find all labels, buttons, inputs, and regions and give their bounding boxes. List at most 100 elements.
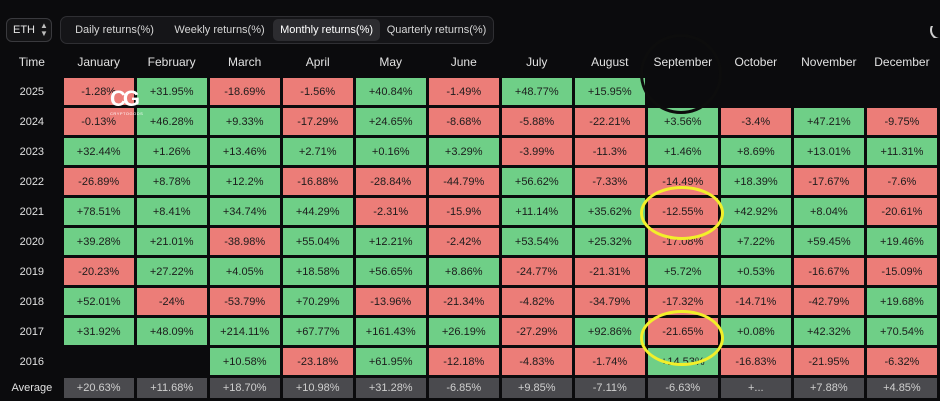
return-cell: -1.28% (63, 78, 134, 105)
toolbar: ETH ▲ ▼ Daily returns(%) Weekly returns(%… (0, 14, 940, 46)
month-header: March (228, 55, 262, 69)
return-cell: -1.56% (282, 78, 353, 105)
return-cell: -22.21% (574, 108, 645, 135)
return-cell: +34.74% (209, 198, 280, 225)
return-cell: -9.75% (866, 108, 937, 135)
month-header: February (147, 55, 196, 69)
average-cell: -6.63% (647, 378, 718, 398)
month-header: April (305, 55, 330, 69)
year-cell: 2019 (19, 265, 45, 278)
return-cell: +78.51% (63, 198, 134, 225)
table-row: 2025 -1.28% +31.95% -18.69% -1.56% +40.84% -1.… (3, 78, 937, 105)
average-cell: +7.88% (793, 378, 864, 398)
return-cell: -11.3% (574, 138, 645, 165)
return-cell: +55.04% (282, 228, 353, 255)
empty-cell (721, 78, 791, 105)
return-cell: +11.31% (866, 138, 937, 165)
tab-weekly-returns[interactable]: Weekly returns(%) (168, 19, 271, 41)
table-row: 2022 -26.89% +8.78% +12.2% -16.88% -28.84% -44… (3, 168, 937, 195)
return-cell: -16.88% (282, 168, 353, 195)
return-cell: +13.01% (793, 138, 864, 165)
return-cell: -3.99% (501, 138, 572, 165)
year-cell: 2020 (19, 235, 45, 248)
return-cell: -2.42% (428, 228, 499, 255)
return-cell: -21.31% (574, 258, 645, 285)
month-header: August (591, 55, 629, 69)
month-header: May (379, 55, 403, 69)
return-cell: -21.95% (793, 348, 864, 375)
average-cell: +4.85% (866, 378, 937, 398)
return-cell: -12.18% (428, 348, 499, 375)
return-cell: -4.83% (501, 348, 572, 375)
return-cell: +19.46% (866, 228, 937, 255)
year-cell: 2022 (19, 175, 45, 188)
return-cell: +35.62% (574, 198, 645, 225)
return-cell: +214.11% (209, 318, 280, 345)
empty-cell (64, 348, 134, 375)
tab-quarterly-returns[interactable]: Quarterly returns(%) (382, 19, 491, 41)
year-cell: 2017 (19, 325, 45, 338)
asset-select[interactable]: ETH ▲ ▼ (6, 18, 52, 42)
return-cell: -17.29% (282, 108, 353, 135)
table-row: 2020 +39.28% +21.01% -38.98% +55.04% +12.21% -… (3, 228, 937, 255)
return-cell: +48.09% (136, 318, 207, 345)
return-cell: +67.77% (282, 318, 353, 345)
return-cell: +9.33% (209, 108, 280, 135)
return-cell: -7.33% (574, 168, 645, 195)
return-cell: -14.49% (647, 168, 718, 195)
average-cell: +9.85% (501, 378, 572, 398)
return-cell: +42.32% (793, 318, 864, 345)
year-cell: 2025 (19, 85, 45, 98)
return-cell: +8.41% (136, 198, 207, 225)
return-cell: -17.67% (793, 168, 864, 195)
return-cell: +39.28% (63, 228, 134, 255)
return-cell: +92.86% (574, 318, 645, 345)
average-cell: +31.28% (355, 378, 426, 398)
return-cell: +2.71% (282, 138, 353, 165)
return-cell: -2.31% (355, 198, 426, 225)
return-cell: +27.22% (136, 258, 207, 285)
return-cell: +1.26% (136, 138, 207, 165)
average-row: Average +20.63% +11.68% +18.70% +10.98% +31.2… (3, 378, 937, 398)
average-cell: +20.63% (63, 378, 134, 398)
tab-daily-returns[interactable]: Daily returns(%) (63, 19, 166, 41)
table-row: 2018 +52.01% -24% -53.79% +70.29% -13.96% -21.… (3, 288, 937, 315)
return-cell: -3.4% (720, 108, 791, 135)
return-cell: -18.69% (209, 78, 280, 105)
return-cell: -12.55% (647, 198, 718, 225)
return-cell: +10.58% (209, 348, 280, 375)
tab-monthly-returns[interactable]: Monthly returns(%) (273, 19, 381, 41)
tab-label: Quarterly returns(%) (386, 24, 487, 36)
average-label: Average (11, 382, 53, 394)
return-cell: -4.82% (501, 288, 572, 315)
return-cell: +32.44% (63, 138, 134, 165)
average-cell: +10.98% (282, 378, 353, 398)
return-cell: -17.32% (647, 288, 718, 315)
return-cell: +19.68% (866, 288, 937, 315)
return-cell: +26.19% (428, 318, 499, 345)
return-cell: -6.32% (866, 348, 937, 375)
return-cell: -7.6% (866, 168, 937, 195)
return-cell: +3.56% (647, 108, 718, 135)
return-cell: -24% (136, 288, 207, 315)
return-cell: -38.98% (209, 228, 280, 255)
return-cell: +15.95% (574, 78, 645, 105)
return-cell: +14.53% (647, 348, 718, 375)
return-cell: -1.49% (428, 78, 499, 105)
return-cell: +61.95% (355, 348, 426, 375)
return-cell: +56.65% (355, 258, 426, 285)
return-cell: +56.62% (501, 168, 572, 195)
return-cell: -44.79% (428, 168, 499, 195)
average-cell: +18.70% (209, 378, 280, 398)
return-cell: +21.01% (136, 228, 207, 255)
return-cell: +7.22% (720, 228, 791, 255)
return-cell: +0.08% (720, 318, 791, 345)
return-cell: -5.88% (501, 108, 572, 135)
return-cell: -16.67% (793, 258, 864, 285)
return-cell: +46.28% (136, 108, 207, 135)
return-cell: +40.84% (355, 78, 426, 105)
month-header: July (526, 55, 548, 69)
return-cell: +12.2% (209, 168, 280, 195)
return-cell: -17.08% (647, 228, 718, 255)
return-cell: +12.21% (355, 228, 426, 255)
